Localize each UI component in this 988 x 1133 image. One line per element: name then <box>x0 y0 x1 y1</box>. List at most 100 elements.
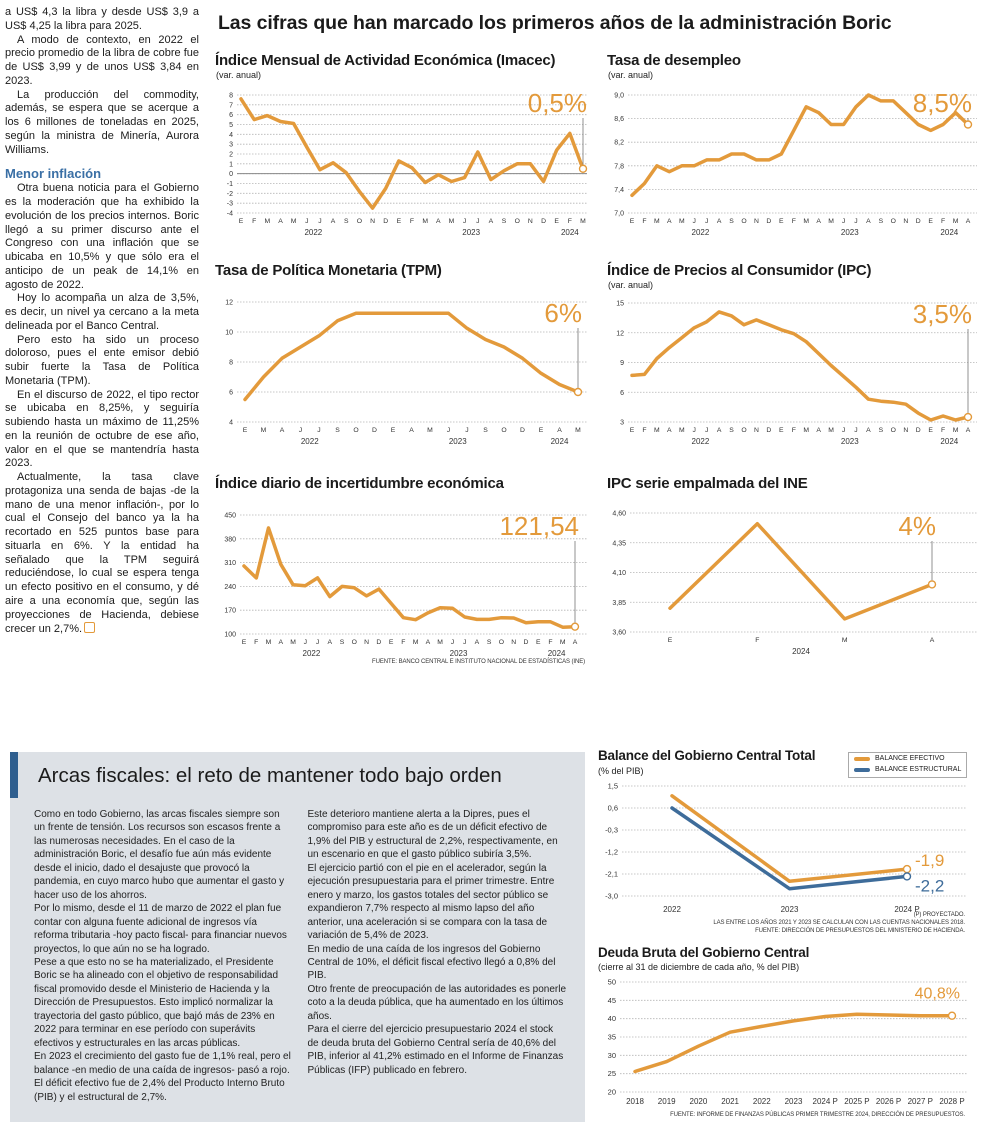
x-tick-label: 2020 <box>690 1097 708 1106</box>
x-tick-label: M <box>266 639 272 646</box>
x-tick-label: E <box>539 427 544 434</box>
x-tick-label: J <box>693 427 696 434</box>
balance-chart: 1,5 0,6 -0,3 -1,2 -2,1 -3,0 2022 2023 2024 P -1,9… <box>605 782 967 912</box>
year-label: 2023 <box>841 228 859 237</box>
paragraph: En el discurso de 2022, el tipo rector s… <box>5 388 199 470</box>
y-tick-label: 7 <box>229 102 233 109</box>
x-tick-label: 2023 <box>785 1097 803 1106</box>
tpm-chart: 12 10 8 6 4 E M A J J S O D E A M J J S O D E A M 2022 2023 2024 6% <box>225 298 587 446</box>
callout-value: 3,5% <box>913 299 972 329</box>
subheading: Menor inflación <box>5 166 102 182</box>
x-tick-label: N <box>528 218 533 225</box>
end-point-marker <box>963 120 973 129</box>
x-tick-label: D <box>916 218 921 225</box>
end-point-marker <box>947 1011 957 1020</box>
legend-swatch <box>854 767 870 772</box>
chart-title: Balance del Gobierno Central Total <box>598 748 816 763</box>
x-tick-label: M <box>575 427 581 434</box>
x-tick-label: M <box>261 427 267 434</box>
y-tick-label: 3 <box>620 420 624 427</box>
x-tick-label: J <box>463 218 466 225</box>
x-tick-label: O <box>501 427 506 434</box>
legend-item: BALANCE ESTRUCTURAL <box>849 764 966 775</box>
end-point-marker <box>963 412 973 422</box>
x-tick-label: S <box>483 427 488 434</box>
x-tick-label: A <box>816 427 821 434</box>
y-tick-label: 6 <box>229 112 233 119</box>
x-tick-label: 2028 P <box>939 1097 964 1106</box>
note: LAS ENTRE LOS AÑOS 2021 Y 2023 SE CALCUL… <box>713 920 965 926</box>
x-tick-label: O <box>891 427 896 434</box>
x-tick-label: A <box>331 218 336 225</box>
x-tick-label: J <box>318 218 321 225</box>
x-tick-label: A <box>717 218 722 225</box>
x-tick-label: S <box>487 639 492 646</box>
x-tick-label: D <box>766 218 771 225</box>
imacec-chart: 8 7 6 5 4 3 2 1 0 -1 -2 -3 -4 E F M A M J J A S O N D E F M A M J J A S O N… <box>227 88 588 237</box>
y-tick-label: 40 <box>608 1014 616 1023</box>
x-tick-label: D <box>520 427 525 434</box>
chart-subtitle: (var. anual) <box>608 280 654 290</box>
paragraph: Para el cierre del ejercicio presupuesta… <box>307 1024 564 1076</box>
x-tick-label: E <box>928 427 933 434</box>
x-tick-label: N <box>754 218 759 225</box>
x-tick-label: E <box>239 218 244 225</box>
y-tick-label: 3,60 <box>612 630 626 637</box>
box-accent-bar <box>10 752 18 798</box>
y-tick-label: 8 <box>229 360 233 367</box>
x-tick-label: S <box>729 218 734 225</box>
y-tick-label: 30 <box>608 1051 616 1060</box>
x-tick-label: M <box>449 218 455 225</box>
y-tick-label: 3 <box>229 142 233 149</box>
chart-title: Índice de Precios al Consumidor (IPC) <box>607 262 872 279</box>
y-tick-label: 4 <box>229 132 233 139</box>
chart-title: Deuda Bruta del Gobierno Central <box>598 945 810 960</box>
paragraph: A modo de contexto, en 2022 el precio pr… <box>5 33 199 87</box>
x-tick-label: A <box>717 427 722 434</box>
chart-source: FUENTE: INFORME DE FINANZAS PÚBLICAS PRI… <box>670 1112 965 1118</box>
chart-subtitle: (cierre al 31 de diciembre de cada año, … <box>598 962 800 972</box>
x-tick-label: A <box>667 427 672 434</box>
y-tick-label: 3,85 <box>612 600 626 607</box>
chart-title: Índice Mensual de Actividad Económica (I… <box>215 52 556 69</box>
x-tick-label: J <box>854 218 857 225</box>
x-tick-label: F <box>642 427 646 434</box>
x-tick-label: A <box>866 427 871 434</box>
x-tick-label: A <box>667 218 672 225</box>
x-tick-label: E <box>630 218 635 225</box>
x-tick-label: A <box>426 639 431 646</box>
y-tick-label: 10 <box>225 330 233 337</box>
x-tick-label: A <box>966 427 971 434</box>
fiscal-box <box>10 752 585 1122</box>
x-tick-label: 2018 <box>626 1097 644 1106</box>
legend-label: BALANCE EFECTIVO <box>875 755 945 762</box>
y-tick-label: 240 <box>224 584 236 591</box>
x-tick-label: J <box>451 639 454 646</box>
y-tick-label: 170 <box>224 608 236 615</box>
x-tick-label: J <box>842 218 845 225</box>
callout-value: -2,2 <box>915 876 944 895</box>
x-tick-label: E <box>242 639 247 646</box>
y-tick-label: 9,0 <box>614 93 624 100</box>
series-line <box>633 1012 954 1074</box>
x-tick-label: D <box>383 218 388 225</box>
y-tick-label: -1 <box>227 181 233 188</box>
x-tick-label: 2021 <box>721 1097 739 1106</box>
y-tick-label: 12 <box>225 300 233 307</box>
x-tick-label: E <box>779 427 784 434</box>
paragraph-text: Actualmente, la tasa clave protagoniza u… <box>5 471 199 636</box>
y-tick-label: 4,60 <box>612 511 626 518</box>
x-tick-label: 2025 P <box>844 1097 869 1106</box>
x-tick-label: A <box>436 218 441 225</box>
x-tick-label: M <box>427 427 433 434</box>
x-tick-label: F <box>941 218 945 225</box>
x-tick-label: M <box>560 639 566 646</box>
x-tick-label: D <box>541 218 546 225</box>
paragraph: En medio de una caída de los ingresos de… <box>307 943 556 982</box>
x-tick-label: F <box>548 639 552 646</box>
y-tick-label: 450 <box>224 513 236 520</box>
y-tick-label: 35 <box>608 1033 616 1042</box>
note: (P) PROYECTADO. <box>913 912 966 918</box>
x-tick-label: J <box>305 218 308 225</box>
x-tick-label: E <box>397 218 402 225</box>
